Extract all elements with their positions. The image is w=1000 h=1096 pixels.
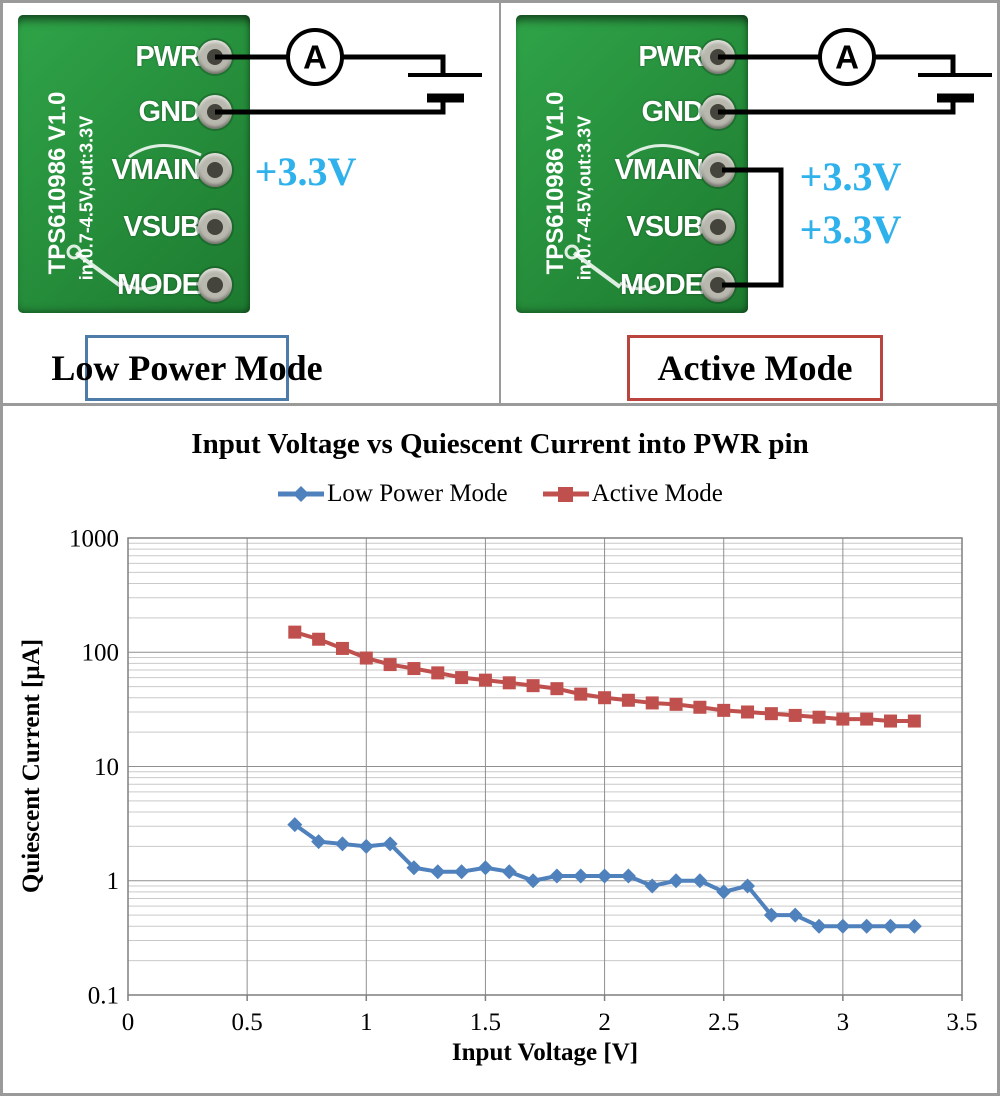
pad-mode: [701, 268, 735, 302]
legend-marker-active-icon: [542, 487, 589, 502]
pin-label-mode: MODE: [117, 269, 201, 301]
pin-label-vmain: VMAIN: [614, 154, 704, 186]
svg-text:1: 1: [360, 1009, 373, 1036]
legend-item-active-mode: Active Mode: [542, 480, 723, 508]
gridlines-minor: [128, 542, 962, 962]
panel-active-mode: TPS610986 V1.0 in:0.7-4.5V,out:3.3V PWR …: [501, 3, 997, 403]
svg-text:10: 10: [94, 754, 119, 781]
voltage-label-vsub: +3.3V: [799, 207, 902, 252]
pin-label-mode: MODE: [620, 269, 704, 301]
svg-text:3.5: 3.5: [946, 1009, 977, 1036]
silkscreen-part-number: TPS610986 V1.0: [542, 91, 569, 275]
top-section: TPS610986 V1.0 in:0.7-4.5V,out:3.3V PWR …: [3, 3, 997, 406]
silkscreen-voltage-range: in:0.7-4.5V,out:3.3V: [76, 115, 97, 281]
pin-label-gnd: GND: [641, 96, 704, 128]
pin-label-gnd: GND: [138, 96, 201, 128]
pad-vmain: [198, 153, 232, 187]
pin-label-vsub: VSUB: [123, 211, 201, 243]
svg-text:2: 2: [598, 1009, 611, 1036]
pad-vsub: [198, 210, 232, 244]
silkscreen-traces: [66, 144, 202, 291]
series-active-mode: [288, 625, 921, 728]
wire-ammeter-to-battery: [874, 54, 956, 75]
chart-title: Input Voltage vs Quiescent Current into …: [191, 428, 809, 460]
svg-text:2.5: 2.5: [708, 1009, 739, 1036]
y-axis-title: Quiescent Current [µA]: [18, 638, 45, 894]
pad-vsub: [701, 210, 735, 244]
svg-text:1000: 1000: [69, 525, 119, 552]
pad-gnd: [701, 95, 735, 129]
silkscreen-part-number: TPS610986 V1.0: [44, 91, 71, 275]
series-low-power-mode: [287, 817, 922, 934]
pad-vmain: [701, 153, 735, 187]
legend-label-active: Active Mode: [591, 480, 723, 507]
plot-border: [127, 537, 963, 996]
legend-label-low-power: Low Power Mode: [327, 480, 508, 507]
caption-active-mode: Active Mode: [627, 335, 883, 401]
svg-text:3: 3: [837, 1009, 850, 1036]
svg-text:1.5: 1.5: [470, 1009, 501, 1036]
ammeter-icon: [818, 28, 876, 86]
voltage-label-vmain: +3.3V: [254, 149, 357, 194]
x-axis-ticks: [127, 995, 963, 1001]
pad-gnd: [198, 95, 232, 129]
y-tick-labels: 0.1 1 10 100 1000: [69, 525, 119, 1009]
svg-text:0.5: 0.5: [232, 1009, 263, 1036]
pin-label-vmain: VMAIN: [111, 154, 201, 186]
panel-divider: [499, 3, 501, 403]
panel-low-power-mode: TPS610986 V1.0 in:0.7-4.5V,out:3.3V PWR …: [3, 3, 499, 403]
voltage-label-vmain: +3.3V: [799, 154, 902, 199]
chart-legend: Low Power Mode Active Mode: [3, 480, 997, 508]
legend-item-low-power-mode: Low Power Mode: [277, 480, 508, 508]
x-axis-title: Input Voltage [V]: [451, 1039, 639, 1066]
svg-text:1: 1: [107, 868, 120, 895]
line-chart-plot: 0.1 1 10 100 1000 0 0.5 1 1.5 2 2.5 3 3.5: [69, 525, 978, 1036]
svg-text:100: 100: [82, 640, 120, 667]
caption-low-power-mode: Low Power Mode: [51, 335, 323, 401]
wire-gnd-to-battery: [718, 102, 956, 115]
pin-label-pwr: PWR: [135, 41, 201, 73]
pad-pwr: [701, 40, 735, 74]
ammeter-label: A: [835, 39, 859, 76]
ammeter-icon: [286, 28, 344, 86]
ammeter-label: A: [303, 39, 327, 76]
pin-label-vsub: VSUB: [626, 211, 704, 243]
silkscreen-voltage-range: in:0.7-4.5V,out:3.3V: [574, 115, 595, 281]
pad-mode: [198, 268, 232, 302]
pad-pwr: [198, 40, 232, 74]
pin-label-pwr: PWR: [638, 41, 704, 73]
svg-text:0.1: 0.1: [88, 982, 119, 1009]
x-tick-labels: 0 0.5 1 1.5 2 2.5 3 3.5: [122, 1009, 978, 1036]
svg-text:0: 0: [122, 1009, 135, 1036]
wire-ammeter-to-battery: [342, 54, 446, 75]
silkscreen-traces: [564, 144, 700, 291]
legend-marker-low-power-icon: [278, 486, 325, 502]
chart-section: Input Voltage vs Quiescent Current into …: [3, 406, 997, 1093]
